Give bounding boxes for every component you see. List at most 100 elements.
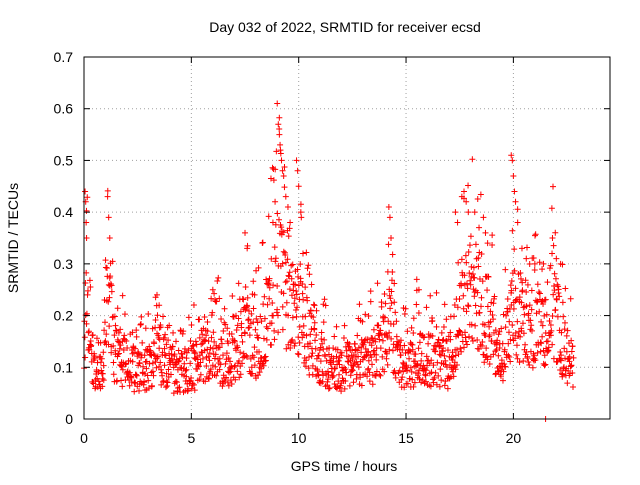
data-point — [153, 364, 160, 371]
data-point — [118, 363, 125, 370]
data-point — [156, 345, 163, 352]
data-point — [170, 390, 177, 397]
data-point — [392, 374, 399, 381]
data-point — [349, 355, 356, 362]
data-point — [163, 370, 170, 377]
data-point — [166, 322, 173, 329]
data-point — [295, 351, 302, 358]
data-point — [291, 300, 298, 307]
data-point — [542, 296, 549, 303]
data-point — [85, 328, 92, 335]
data-point — [242, 306, 249, 313]
data-point — [406, 355, 413, 362]
data-point — [282, 259, 289, 266]
data-point — [558, 329, 565, 336]
data-point — [138, 313, 145, 320]
data-point — [119, 383, 126, 390]
data-point — [133, 327, 140, 334]
data-point — [381, 291, 388, 298]
data-point — [297, 209, 304, 216]
data-point — [277, 147, 284, 154]
data-point — [274, 210, 281, 217]
data-point — [556, 293, 563, 300]
data-point — [414, 361, 421, 368]
data-point — [268, 341, 275, 348]
data-point — [138, 354, 145, 361]
data-point — [150, 351, 157, 358]
data-point — [169, 343, 176, 350]
data-point — [161, 351, 168, 358]
data-point — [517, 275, 524, 282]
data-point — [177, 327, 184, 334]
data-point — [151, 340, 158, 347]
data-point — [463, 198, 470, 205]
data-point — [479, 278, 486, 285]
data-point — [175, 347, 182, 354]
data-point — [564, 327, 571, 334]
data-point — [381, 368, 388, 375]
data-point — [143, 365, 150, 372]
data-point — [194, 356, 201, 363]
data-point — [86, 346, 93, 353]
data-point — [115, 350, 122, 357]
data-point — [449, 368, 456, 375]
data-point — [260, 335, 267, 342]
data-point — [182, 367, 189, 374]
data-point — [103, 331, 110, 338]
data-point — [410, 315, 417, 322]
data-point — [386, 346, 393, 353]
data-point — [185, 314, 192, 321]
data-point — [388, 235, 395, 241]
data-point — [557, 260, 564, 267]
data-point — [462, 334, 469, 341]
data-point — [132, 380, 139, 387]
data-point — [310, 314, 317, 321]
data-point — [103, 297, 110, 304]
data-point — [365, 357, 372, 364]
data-point — [464, 285, 471, 292]
data-point — [220, 327, 227, 334]
data-point — [362, 311, 369, 318]
data-point — [500, 311, 507, 318]
data-point — [423, 353, 430, 360]
data-point — [165, 366, 172, 373]
data-point — [369, 381, 376, 388]
data-point — [110, 371, 117, 378]
data-point — [472, 322, 479, 329]
data-point — [551, 270, 558, 277]
data-point — [547, 262, 554, 269]
data-point — [274, 100, 281, 107]
data-point — [533, 310, 540, 317]
data-point — [189, 343, 196, 350]
data-point — [363, 349, 370, 356]
data-point — [91, 355, 98, 362]
data-point — [227, 358, 234, 365]
data-point — [461, 329, 468, 336]
data-point — [214, 277, 221, 284]
data-point — [331, 333, 338, 340]
data-point — [476, 309, 483, 316]
data-point — [235, 315, 242, 322]
data-point — [320, 319, 327, 326]
data-point — [254, 334, 261, 341]
data-point — [468, 263, 475, 270]
data-point — [391, 299, 398, 306]
data-point — [423, 367, 430, 374]
data-point — [569, 343, 576, 350]
data-point — [430, 362, 437, 369]
data-point — [478, 251, 485, 258]
data-point — [391, 280, 398, 287]
data-point — [225, 340, 232, 347]
data-point — [208, 334, 215, 341]
data-point — [90, 380, 97, 387]
data-point — [202, 378, 209, 385]
data-point — [465, 209, 472, 216]
data-point — [275, 329, 282, 336]
data-point — [307, 307, 314, 314]
data-point — [415, 345, 422, 352]
data-point — [344, 358, 351, 365]
data-point — [524, 281, 531, 288]
data-point — [365, 312, 372, 319]
data-point — [141, 352, 148, 359]
data-point — [415, 372, 422, 379]
